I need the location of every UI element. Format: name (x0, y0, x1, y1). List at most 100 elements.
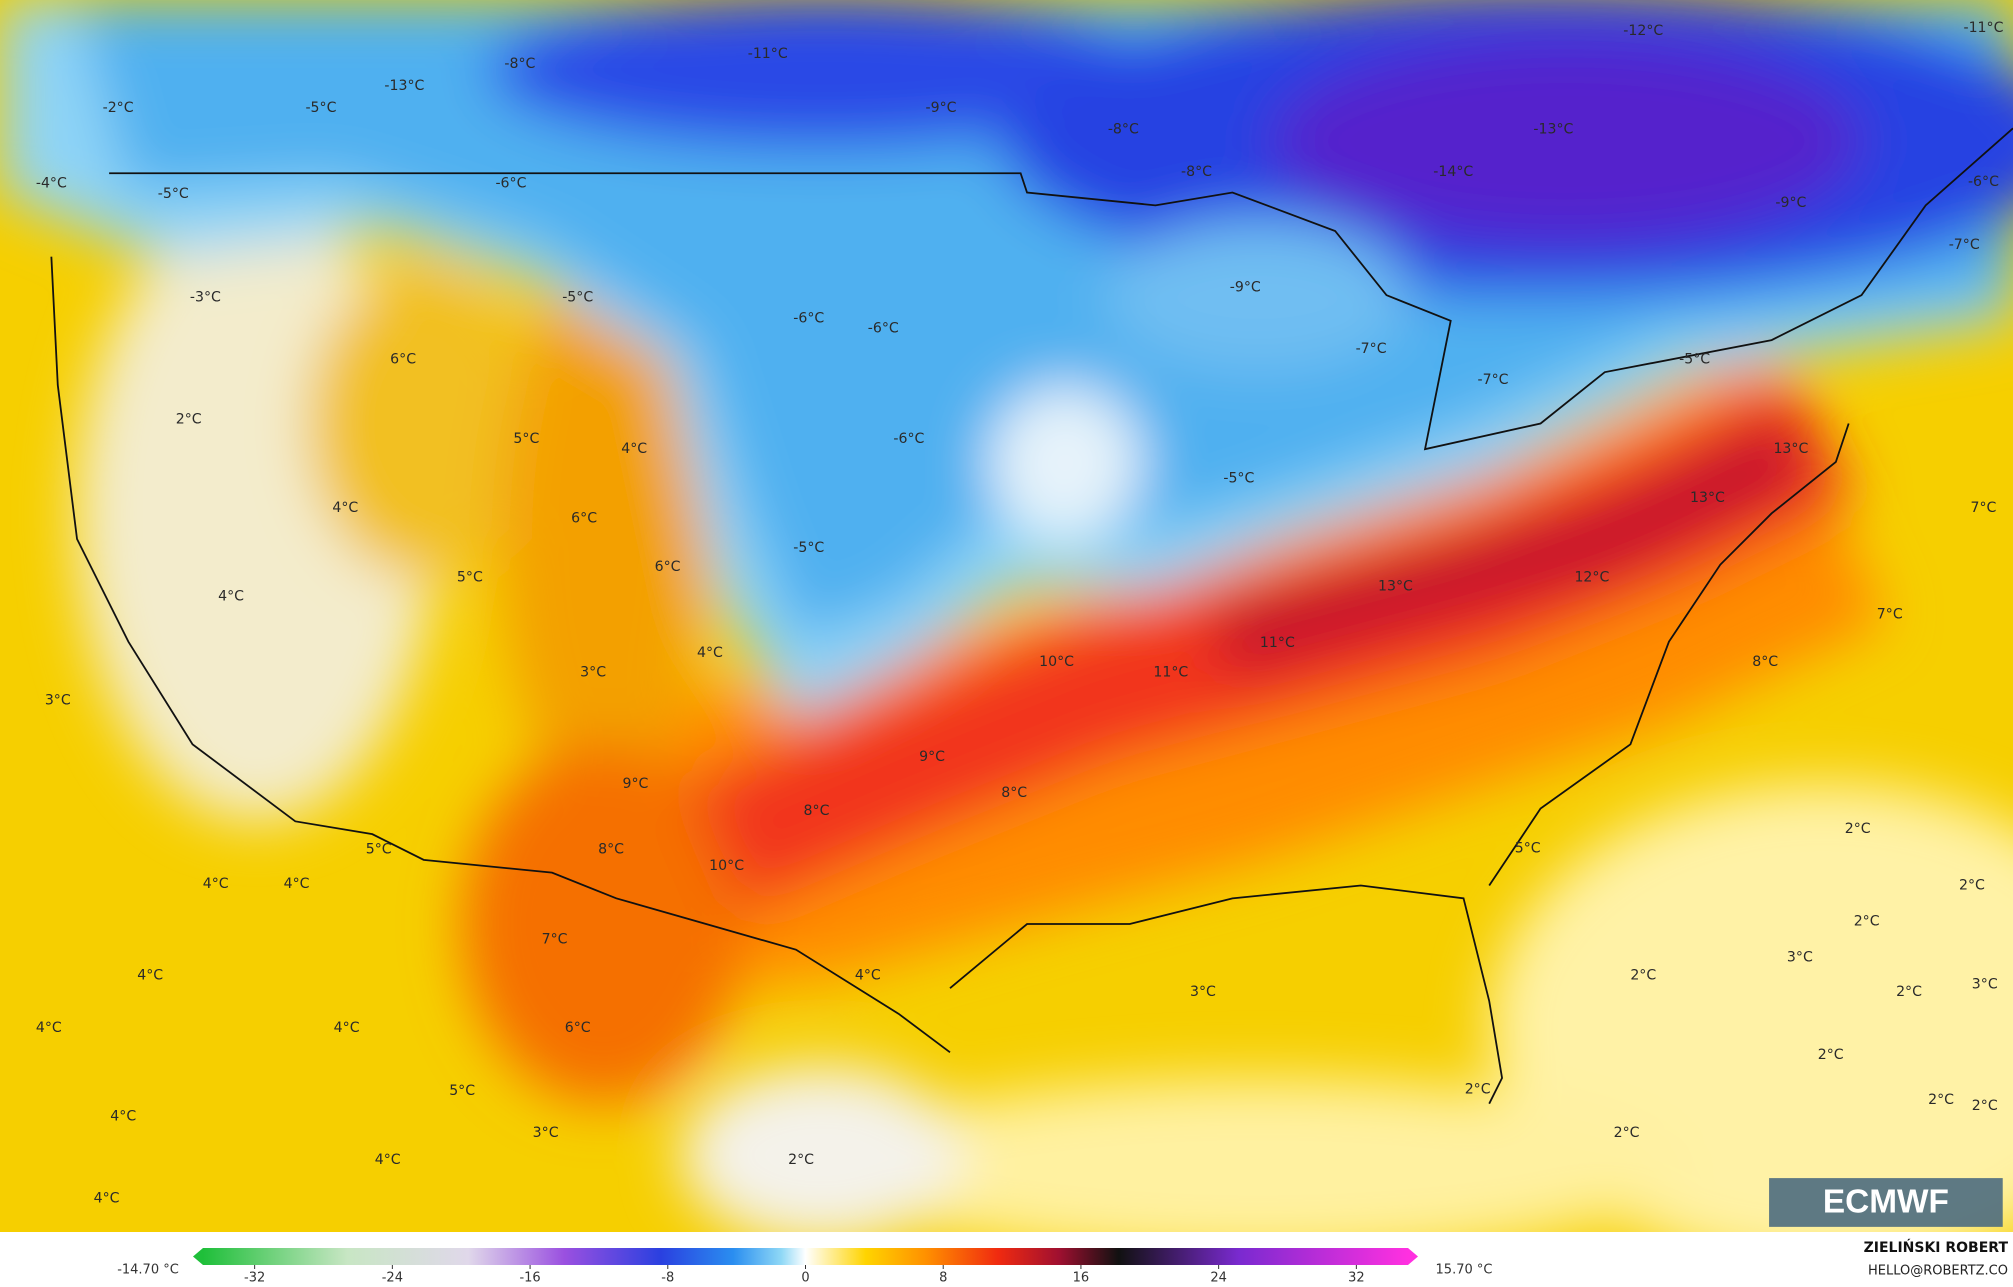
temperature-label: 5°C (366, 842, 392, 858)
temperature-label: 2°C (1959, 878, 1985, 894)
temperature-label: 4°C (218, 589, 244, 605)
temperature-label: -6°C (893, 431, 924, 447)
colorbar-tick-label: 0 (801, 1271, 809, 1286)
temperature-label: 4°C (697, 645, 723, 661)
colorbar-min: -14.70 °C (117, 1263, 179, 1278)
temperature-label: 4°C (203, 876, 229, 892)
temperature-label: -6°C (1968, 174, 1999, 190)
temperature-label: 9°C (623, 776, 649, 792)
temperature-label: -8°C (504, 56, 535, 72)
colorbar-end (1408, 1248, 1418, 1265)
temperature-label: 3°C (1190, 984, 1216, 1000)
colorbar-tick-label: 16 (1073, 1271, 1090, 1286)
temperature-label: -11°C (1963, 20, 2003, 36)
colorbar-gradient (203, 1248, 1408, 1265)
temperature-label: -6°C (495, 176, 526, 192)
logo-box (1769, 1178, 2003, 1227)
temperature-label: 2°C (1614, 1125, 1640, 1141)
temperature-label: 4°C (855, 967, 881, 983)
temperature-label: -7°C (1478, 372, 1509, 388)
colorbar-tick-label: -8 (661, 1271, 674, 1286)
temperature-label: 2°C (1896, 984, 1922, 1000)
temperature-label: 11°C (1260, 635, 1295, 651)
temperature-label: 6°C (390, 351, 416, 367)
temperature-label: -5°C (1679, 351, 1710, 367)
temperature-label: 4°C (375, 1152, 401, 1168)
colorbar-end (193, 1248, 203, 1265)
temperature-label: -5°C (1223, 471, 1254, 487)
colorbar-tick-label: 32 (1348, 1271, 1365, 1286)
temperature-label: 2°C (1630, 967, 1656, 983)
temperature-label: -14°C (1433, 164, 1473, 180)
colorbar-tick-label: 24 (1210, 1271, 1227, 1286)
temperature-label: 7°C (1971, 500, 1997, 516)
temperature-label: 12°C (1574, 570, 1609, 586)
temperature-label: 4°C (110, 1109, 136, 1125)
colorbar-max: 15.70 °C (1436, 1263, 1493, 1278)
temperature-label: 7°C (542, 931, 568, 947)
temperature-label: -7°C (1949, 237, 1980, 253)
temperature-label: 8°C (598, 842, 624, 858)
colorbar-tick-label: -32 (244, 1271, 265, 1286)
temperature-label: 6°C (655, 559, 681, 575)
temperature-label: 13°C (1378, 578, 1413, 594)
temperature-label: 3°C (580, 664, 606, 680)
logo: ECMWF (1769, 1178, 2003, 1227)
temperature-field (0, 0, 2013, 1232)
temperature-label: 5°C (513, 431, 539, 447)
temperature-label: 3°C (1972, 976, 1998, 992)
temperature-label: -9°C (1230, 279, 1261, 295)
temperature-label: 10°C (709, 858, 744, 874)
temperature-label: -8°C (1181, 164, 1212, 180)
temperature-label: 5°C (449, 1083, 475, 1099)
temperature-label: -11°C (748, 46, 788, 62)
temperature-label: -6°C (868, 321, 899, 337)
temperature-label: 11°C (1153, 664, 1188, 680)
temperature-label: 5°C (457, 570, 483, 586)
temperature-label: -12°C (1623, 23, 1663, 39)
temperature-label: -5°C (305, 100, 336, 116)
temperature-label: -13°C (384, 78, 424, 94)
temperature-label: 9°C (919, 749, 945, 765)
temperature-label: 2°C (1928, 1092, 1954, 1108)
temperature-label: 2°C (176, 412, 202, 428)
temperature-label: -2°C (103, 100, 134, 116)
temperature-label: -9°C (1775, 195, 1806, 211)
temperature-label: 8°C (804, 803, 830, 819)
temperature-label: 3°C (533, 1125, 559, 1141)
temperature-label: 4°C (36, 1020, 62, 1036)
temperature-label: 4°C (137, 967, 163, 983)
colorbar-tick-label: -24 (382, 1271, 403, 1286)
temperature-label: 8°C (1001, 785, 1027, 801)
temperature-label: 4°C (621, 441, 647, 457)
credit-email: HELLO@ROBERTZ.CO (1868, 1264, 2008, 1279)
colorbar-tick-label: 8 (939, 1271, 947, 1286)
temperature-map: -13°C -8°C -11°C -9°C -5°C -2°C -12°C -11°C -13°… (0, 0, 2013, 1232)
temperature-label: -9°C (926, 100, 957, 116)
logo-text: ECMWF (1823, 1184, 1949, 1221)
temperature-label: -7°C (1356, 341, 1387, 357)
colorbar: -32 -24 -16 -8 0 8 16 24 32 (193, 1248, 1418, 1286)
temperature-label: 6°C (565, 1020, 591, 1036)
temperature-label: 13°C (1773, 441, 1808, 457)
temperature-label: 2°C (1972, 1098, 1998, 1114)
borders (50, 127, 2013, 1105)
temperature-labels: -13°C -8°C -11°C -9°C -5°C -2°C -12°C -11°C -13°… (36, 20, 2004, 1206)
temperature-label: -3°C (190, 290, 221, 306)
temperature-label: 2°C (1854, 913, 1880, 929)
temperature-label: 10°C (1039, 654, 1074, 670)
temperature-label: -6°C (793, 310, 824, 326)
temperature-label: -4°C (36, 176, 67, 192)
temperature-label: 4°C (332, 500, 358, 516)
temperature-label: 13°C (1690, 490, 1725, 506)
temperature-label: 3°C (1787, 949, 1813, 965)
temperature-label: -5°C (793, 540, 824, 556)
temperature-label: 4°C (334, 1020, 360, 1036)
temperature-label: 5°C (1515, 840, 1541, 856)
temperature-label: 4°C (94, 1191, 120, 1207)
temperature-label: 2°C (788, 1152, 814, 1168)
temperature-label: 3°C (45, 693, 71, 709)
temperature-label: 2°C (1845, 821, 1871, 837)
temperature-label: -5°C (158, 186, 189, 202)
